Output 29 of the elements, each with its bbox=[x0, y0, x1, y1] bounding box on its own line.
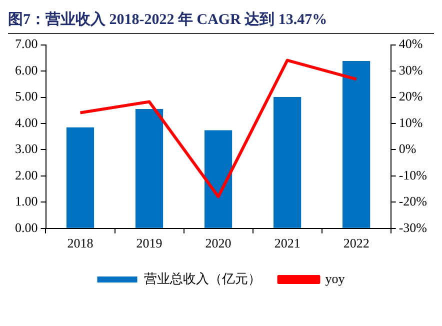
bar bbox=[66, 127, 94, 228]
y2-tick-label: 30% bbox=[398, 62, 423, 78]
bar bbox=[135, 109, 164, 228]
legend-label: 营业总收入（亿元） bbox=[144, 270, 261, 286]
y2-tick-label: 20% bbox=[398, 88, 423, 104]
y-tick-label: 4.00 bbox=[15, 114, 38, 130]
x-tick-label: 2022 bbox=[343, 236, 370, 251]
y-tick-label: 0.00 bbox=[15, 220, 38, 235]
chart-title: 图7：营业收入 2018-2022 年 CAGR 达到 13.47% bbox=[8, 8, 434, 34]
y2-tick-label: 10% bbox=[398, 114, 423, 130]
bar bbox=[204, 130, 232, 228]
y2-tick-label: 40% bbox=[398, 36, 423, 52]
y-tick-label: 6.00 bbox=[15, 62, 38, 78]
bar bbox=[274, 96, 302, 228]
y2-tick-label: -10% bbox=[398, 167, 428, 182]
y2-tick-label: -20% bbox=[398, 194, 428, 209]
x-tick-label: 2019 bbox=[136, 236, 162, 251]
bar bbox=[342, 61, 370, 228]
y2-tick-label: 0% bbox=[398, 141, 416, 156]
y2-tick-label: -30% bbox=[398, 220, 428, 235]
y-tick-label: 7.00 bbox=[15, 36, 38, 52]
x-tick-label: 2018 bbox=[67, 236, 94, 251]
legend-label: yoy bbox=[325, 270, 346, 286]
y-tick-label: 1.00 bbox=[15, 194, 38, 209]
x-tick-label: 2020 bbox=[205, 236, 232, 251]
y-tick-label: 2.00 bbox=[15, 167, 38, 182]
x-tick-label: 2021 bbox=[274, 236, 300, 251]
y-tick-label: 3.00 bbox=[15, 141, 38, 156]
y-tick-label: 5.00 bbox=[15, 88, 38, 104]
